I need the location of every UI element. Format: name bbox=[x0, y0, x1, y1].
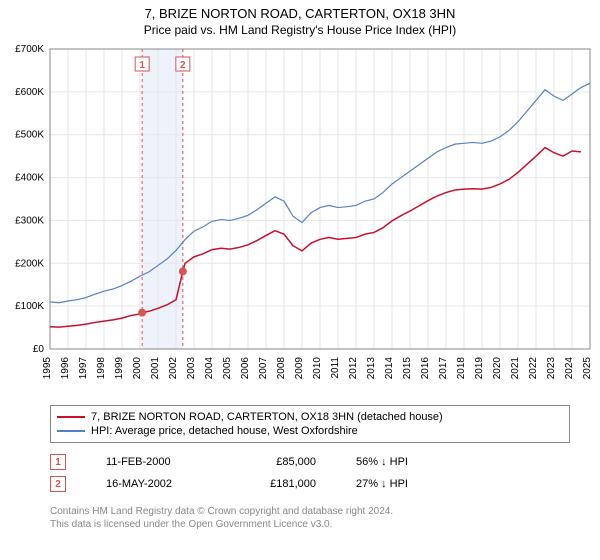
legend-label: HPI: Average price, detached house, West… bbox=[91, 425, 358, 437]
y-tick-label: £100K bbox=[15, 301, 44, 312]
x-tick-label: 1996 bbox=[60, 357, 71, 380]
legend-swatch bbox=[57, 416, 85, 418]
x-tick-label: 1997 bbox=[78, 357, 89, 380]
highlight-band bbox=[142, 49, 183, 349]
x-tick-label: 2021 bbox=[510, 357, 521, 380]
y-tick-label: £400K bbox=[15, 173, 44, 184]
chart-area: £0 £100K £200K £300K £400K £500K £600K £700K 199… bbox=[0, 39, 600, 399]
legend: 7, BRIZE NORTON ROAD, CARTERTON, OX18 3H… bbox=[50, 405, 570, 443]
x-tick-label: 2015 bbox=[402, 357, 413, 380]
x-tick-label: 2011 bbox=[330, 357, 341, 379]
x-tick-label: 2008 bbox=[276, 357, 287, 380]
x-tick-label: 2014 bbox=[384, 357, 395, 380]
x-tick-label: 2018 bbox=[456, 357, 467, 380]
marker-pct: 56% ↓ HPI bbox=[356, 456, 446, 468]
legend-label: 7, BRIZE NORTON ROAD, CARTERTON, OX18 3H… bbox=[91, 411, 443, 423]
x-tick-label: 2009 bbox=[294, 357, 305, 380]
x-tick-label: 2024 bbox=[564, 357, 575, 380]
chart-title: 7, BRIZE NORTON ROAD, CARTERTON, OX18 3H… bbox=[0, 6, 600, 21]
marker-dot bbox=[138, 309, 146, 317]
x-tick-label: 1995 bbox=[42, 357, 53, 380]
marker-number-box: 1 bbox=[50, 454, 66, 470]
x-tick-label: 2005 bbox=[222, 357, 233, 380]
marker-price: 11-FEB-2000 bbox=[106, 456, 206, 468]
x-tick-label: 2020 bbox=[492, 357, 503, 380]
chart-container: 7, BRIZE NORTON ROAD, CARTERTON, OX18 3H… bbox=[0, 0, 600, 531]
x-tick-label: 2012 bbox=[348, 357, 359, 380]
marker-pct: 27% ↓ HPI bbox=[356, 478, 446, 490]
footer: Contains HM Land Registry data © Crown c… bbox=[50, 505, 570, 531]
y-tick-label: £300K bbox=[15, 215, 44, 226]
x-tick-label: 2013 bbox=[366, 357, 377, 380]
x-tick-label: 2019 bbox=[474, 357, 485, 380]
footer-line-1: Contains HM Land Registry data © Crown c… bbox=[50, 505, 570, 518]
y-tick-label: £0 bbox=[33, 344, 45, 355]
footer-line-2: This data is licensed under the Open Gov… bbox=[50, 518, 570, 531]
marker-box-label: 2 bbox=[180, 60, 186, 71]
x-tick-label: 2001 bbox=[150, 357, 161, 380]
marker-table-row: 216-MAY-2002£181,00027% ↓ HPI bbox=[50, 473, 570, 495]
y-tick-label: £500K bbox=[15, 130, 44, 141]
x-tick-label: 2003 bbox=[186, 357, 197, 380]
x-tick-label: 2016 bbox=[420, 357, 431, 380]
marker-number-box: 2 bbox=[50, 476, 66, 492]
x-tick-label: 2010 bbox=[312, 357, 323, 380]
x-tick-label: 2000 bbox=[132, 357, 143, 380]
marker-price: 16-MAY-2002 bbox=[106, 478, 206, 490]
x-tick-label: 2004 bbox=[204, 357, 215, 380]
x-tick-label: 2017 bbox=[438, 357, 449, 380]
x-tick-label: 2002 bbox=[168, 357, 179, 380]
x-tick-label: 2006 bbox=[240, 357, 251, 380]
line-chart: £0 £100K £200K £300K £400K £500K £600K £700K 199… bbox=[0, 39, 600, 399]
y-tick-label: £200K bbox=[15, 258, 44, 269]
legend-item: HPI: Average price, detached house, West… bbox=[57, 424, 563, 438]
marker-dot bbox=[179, 267, 187, 275]
title-block: 7, BRIZE NORTON ROAD, CARTERTON, OX18 3H… bbox=[0, 0, 600, 39]
x-tick-label: 2007 bbox=[258, 357, 269, 380]
x-tick-label: 2023 bbox=[546, 357, 557, 380]
x-tick-label: 2022 bbox=[528, 357, 539, 380]
legend-swatch bbox=[57, 430, 85, 432]
x-tick-label: 1998 bbox=[96, 357, 107, 380]
y-tick-label: £700K bbox=[15, 44, 44, 55]
chart-subtitle: Price paid vs. HM Land Registry's House … bbox=[0, 23, 600, 37]
marker-box-label: 1 bbox=[139, 60, 145, 71]
legend-item: 7, BRIZE NORTON ROAD, CARTERTON, OX18 3H… bbox=[57, 410, 563, 424]
x-tick-label: 2025 bbox=[582, 357, 593, 380]
series-property bbox=[50, 148, 581, 328]
x-tick-label: 1999 bbox=[114, 357, 125, 380]
marker-table: 111-FEB-2000£85,00056% ↓ HPI216-MAY-2002… bbox=[50, 451, 570, 495]
marker-table-row: 111-FEB-2000£85,00056% ↓ HPI bbox=[50, 451, 570, 473]
y-tick-label: £600K bbox=[15, 87, 44, 98]
